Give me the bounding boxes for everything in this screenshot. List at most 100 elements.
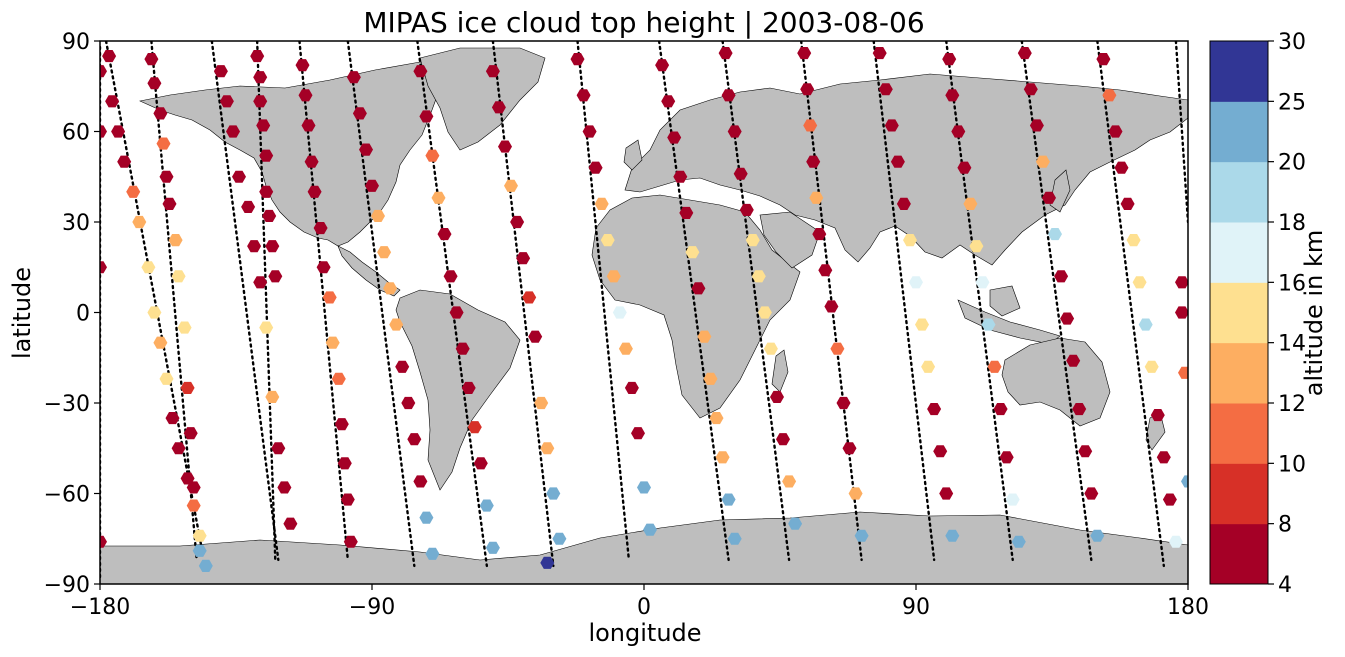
cloud-point (1178, 366, 1188, 379)
cloud-point (334, 418, 349, 431)
cloud-point (878, 83, 893, 96)
x-axis: −180 −90 0 90 180 (70, 584, 1209, 620)
cloud-point (253, 276, 268, 289)
cloud-point (1005, 493, 1020, 506)
cloud-point (1168, 535, 1183, 548)
cloud-point (673, 170, 688, 183)
cloud-point (171, 270, 186, 283)
cloud-point (253, 71, 268, 84)
cloud-point (540, 556, 555, 569)
cloud-point (247, 240, 262, 253)
cloud-point (727, 125, 742, 138)
orbit-track-7 (416, 41, 489, 568)
cloud-point (1181, 475, 1188, 488)
orbit-track-8 (491, 41, 555, 568)
cloud-point (631, 427, 645, 440)
landmass-south-america (395, 289, 521, 491)
cloud-point (389, 318, 404, 331)
cloud-point (198, 559, 213, 572)
land-masses (100, 47, 1188, 584)
cloud-point (830, 342, 845, 355)
cloud-point (1066, 354, 1081, 367)
cloud-point (153, 107, 168, 120)
cloud-point (709, 412, 724, 425)
cloud-point (721, 493, 736, 506)
colorbar-tick-label: 18 (1278, 211, 1306, 236)
y-axis: −90 −60 −30 0 30 60 90 (44, 30, 100, 598)
colorbar-segment (1210, 342, 1268, 404)
cloud-point (588, 161, 603, 174)
cloud-point (262, 209, 277, 222)
cloud-point (921, 360, 936, 373)
cloud-point (1029, 119, 1044, 132)
x-tick-label: 180 (1167, 595, 1209, 620)
landmass-madagascar (771, 349, 789, 393)
cloud-point (449, 306, 464, 319)
cloud-point (425, 149, 440, 162)
cloud-point (540, 442, 555, 455)
cloud-point (1114, 161, 1129, 174)
cloud-point (582, 125, 597, 138)
cloud-point (337, 457, 352, 470)
cloud-point (661, 95, 676, 108)
cloud-point (806, 155, 821, 168)
cloud-point (745, 234, 760, 247)
y-tick-label: 0 (76, 302, 90, 327)
cloud-point (643, 523, 657, 536)
cloud-point (803, 119, 818, 132)
cloud-point (407, 433, 422, 446)
cloud-point (818, 264, 833, 277)
cloud-point (259, 149, 274, 162)
cloud-point (268, 270, 283, 283)
cloud-point (117, 155, 132, 168)
colorbar-segment (1210, 161, 1268, 223)
cloud-point (715, 451, 730, 464)
cloud-point (168, 234, 183, 247)
cloud-point (219, 95, 234, 108)
cloud-point (727, 532, 742, 545)
landmass-eurasia (624, 73, 1188, 266)
colorbar-segment (1210, 41, 1268, 102)
map-plot-area (99, 40, 1189, 585)
y-tick-label: −60 (44, 483, 90, 508)
cloud-point (413, 65, 428, 78)
colorbar: 4 8 10 12 14 16 18 20 25 30 (1209, 30, 1306, 598)
colorbar-segment (1210, 222, 1268, 283)
cloud-point (425, 547, 440, 560)
cloud-point (942, 53, 957, 66)
cloud-point (890, 155, 905, 168)
cloud-point (485, 541, 500, 554)
cloud-point (782, 475, 797, 488)
cloud-point (259, 321, 274, 334)
y-tick-label: 60 (62, 121, 90, 146)
cloud-point (945, 89, 960, 102)
landmass-north-america (139, 61, 446, 247)
cloud-point (570, 53, 585, 66)
orbit-track-4 (210, 41, 280, 562)
cloud-point (241, 200, 256, 213)
cloud-point (352, 107, 367, 120)
cloud-point (957, 161, 972, 174)
cloud-point (1023, 83, 1038, 96)
cloud-point (395, 360, 410, 373)
cloud-point (307, 185, 322, 198)
cloud-point (467, 421, 482, 434)
cloud-point (594, 197, 609, 210)
cloud-point (144, 53, 159, 66)
cloud-point (1102, 89, 1117, 102)
cloud-point (100, 535, 107, 548)
cloud-point (213, 65, 228, 78)
cloud-point (343, 535, 358, 548)
cloud-point (479, 499, 494, 512)
cloud-point (100, 65, 107, 78)
cloud-point (100, 261, 107, 274)
cloud-point (945, 529, 960, 542)
cloud-point (763, 342, 778, 355)
cloud-point (1156, 451, 1171, 464)
cloud-point (975, 276, 990, 289)
cloud-point (371, 209, 385, 222)
cloud-point (552, 532, 567, 545)
colorbar-segment (1210, 463, 1268, 525)
orbit-track-16 (1096, 41, 1166, 568)
